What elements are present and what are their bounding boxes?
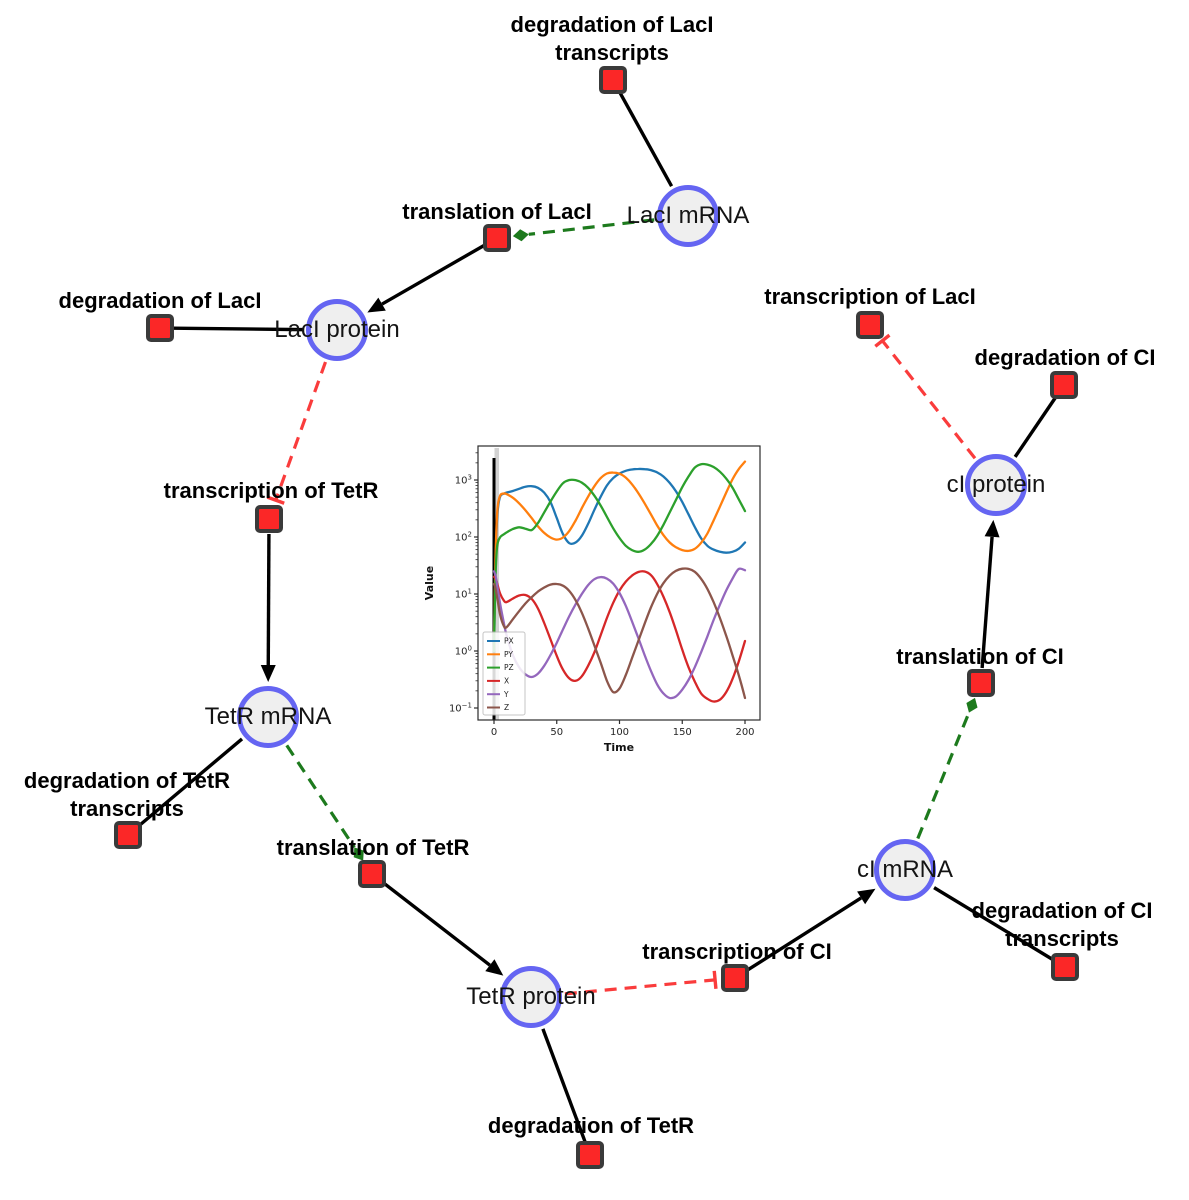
reaction-label-tx-ci: transcription of CI [642,938,831,966]
reaction-node-deg-tetr[interactable] [576,1141,604,1169]
series-PY [492,460,747,653]
series-PX [492,467,747,653]
reaction-label-line: translation of LacI [402,199,592,224]
x-tick-label: 100 [610,727,629,738]
reaction-node-deg-tetr-tx[interactable] [114,821,142,849]
species-node-tetr-mrna[interactable] [237,686,299,748]
reaction-label-line: transcripts [70,796,184,821]
legend-entry: PZ [504,663,514,672]
reaction-label-line: translation of CI [896,644,1064,669]
species-label-ci-protein: cI protein [946,471,1046,498]
reaction-node-tx-tetr[interactable] [255,505,283,533]
chart-series [492,460,747,703]
edge-ci-protein-to-deg-ci [1013,394,1059,458]
species-node-laci-mrna[interactable] [657,185,719,247]
edge-tetr-protein-to-tx-ci [564,970,718,996]
reaction-label-deg-laci: degradation of LacI [59,287,262,315]
edge-laci-protein-to-deg-laci [172,326,304,332]
edge-tetr-mrna-to-deg-tetr-tx [136,737,244,828]
reaction-label-deg-tetr: degradation of TetR [488,1112,694,1140]
edge-laci-protein-to-tx-tetr [266,361,327,505]
species-label-tetr-protein: TetR protein [466,983,596,1010]
legend-entry: PX [504,637,514,646]
reaction-label-line: degradation of CI [971,898,1153,923]
series-X [492,570,747,703]
edge-tetr-mrna-to-transl-tetr [285,744,364,861]
species-label-laci-protein: LacI protein [274,316,400,343]
reaction-label-transl-laci: translation of LacI [402,198,591,226]
reaction-node-tx-laci[interactable] [856,311,884,339]
y-tick-label: 100 [455,645,472,658]
x-tick-label: 50 [550,727,563,738]
reaction-label-line: degradation of TetR [23,768,231,793]
y-tick-label: 10−1 [449,702,472,715]
reaction-label-line: translation of TetR [276,835,470,860]
reaction-node-transl-tetr[interactable] [358,860,386,888]
species-node-tetr-protein[interactable] [500,966,562,1028]
species-node-laci-protein[interactable] [306,299,368,361]
reaction-node-deg-laci[interactable] [146,314,174,342]
series-Z [492,567,747,700]
y-tick-label: 101 [455,588,472,601]
simulation-plot-svg: 0 50 100 150 20010−1100101102103TimeValuePXP… [423,445,761,754]
reaction-node-transl-ci[interactable] [967,669,995,697]
edge-transl-ci-to-ci-protein [980,519,1000,669]
reaction-label-line: degradation of LacI [58,288,262,313]
chart-legend: PX PY PZ XYZ [482,631,526,716]
edge-transl-tetr-to-tetr-protein [382,881,504,976]
reaction-node-transl-laci[interactable] [483,224,511,252]
reaction-label-tx-tetr: transcription of TetR [164,477,379,505]
edge-laci-mrna-to-deg-laci-tx [617,90,674,188]
legend-entry: Z [504,703,509,712]
reaction-label-transl-ci: translation of CI [896,643,1063,671]
species-label-tetr-mrna: TetR mRNA [204,703,332,730]
edge-tx-ci-to-ci-mrna [746,888,876,972]
legend-entry: Y [503,690,509,699]
edge-transl-laci-to-laci-protein [367,244,485,313]
reaction-node-deg-laci-tx[interactable] [599,66,627,94]
edge-ci-mrna-to-deg-ci-tx [933,886,1055,962]
species-label-laci-mrna: LacI mRNA [626,202,750,229]
reaction-label-line: transcription of TetR [163,478,379,503]
simulation-plot: 0 50 100 150 200 10−1 100 101 102 103 Time Value PX P… [420,430,790,775]
reaction-label-line: transcription of LacI [764,284,976,309]
legend-entry: PY [504,650,513,659]
reaction-label-transl-tetr: translation of TetR [277,834,470,862]
edge-laci-mrna-to-transl-laci [512,218,655,242]
reaction-label-line: degradation of TetR [487,1113,695,1138]
reaction-label-line: degradation of CI [974,345,1156,370]
x-tick-label: 0 [491,727,497,738]
y-tick-label: 102 [455,531,472,544]
reaction-label-tx-laci: transcription of LacI [764,283,975,311]
reaction-label-deg-ci-tx: degradation of CI transcripts [972,897,1153,953]
y-tick-label: 103 [455,474,472,487]
species-node-ci-mrna[interactable] [874,839,936,901]
y-axis-title: Value [423,566,436,600]
species-node-ci-protein[interactable] [965,454,1027,516]
x-tick-label: 150 [673,727,692,738]
x-tick-label: 200 [735,727,754,738]
reaction-node-deg-ci[interactable] [1050,371,1078,399]
legend-entry: X [504,677,509,686]
edge-ci-protein-to-tx-laci [874,333,977,460]
reaction-label-deg-laci-tx: degradation of LacI transcripts [511,11,714,67]
chart-axes: 0 50 100 150 200 10−1 100 101 102 103 Time Value [423,452,755,754]
reaction-label-line: degradation of LacI [510,12,714,37]
reaction-label-deg-tetr-tx: degradation of TetR transcripts [24,767,230,823]
reaction-label-line: transcripts [555,40,669,65]
reaction-node-deg-ci-tx[interactable] [1051,953,1079,981]
reaction-label-line: transcription of CI [642,939,832,964]
reaction-label-deg-ci: degradation of CI [975,344,1156,372]
series-PZ [492,462,747,653]
species-label-ci-mrna: cI mRNA [857,856,953,883]
edge-tetr-protein-to-deg-tetr [541,1028,588,1144]
reaction-node-tx-ci[interactable] [721,964,749,992]
x-axis-title: Time [604,741,634,754]
edge-tx-tetr-to-tetr-mrna [260,533,276,683]
reaction-label-line: transcripts [1005,926,1119,951]
edge-ci-mrna-to-transl-ci [916,697,978,840]
